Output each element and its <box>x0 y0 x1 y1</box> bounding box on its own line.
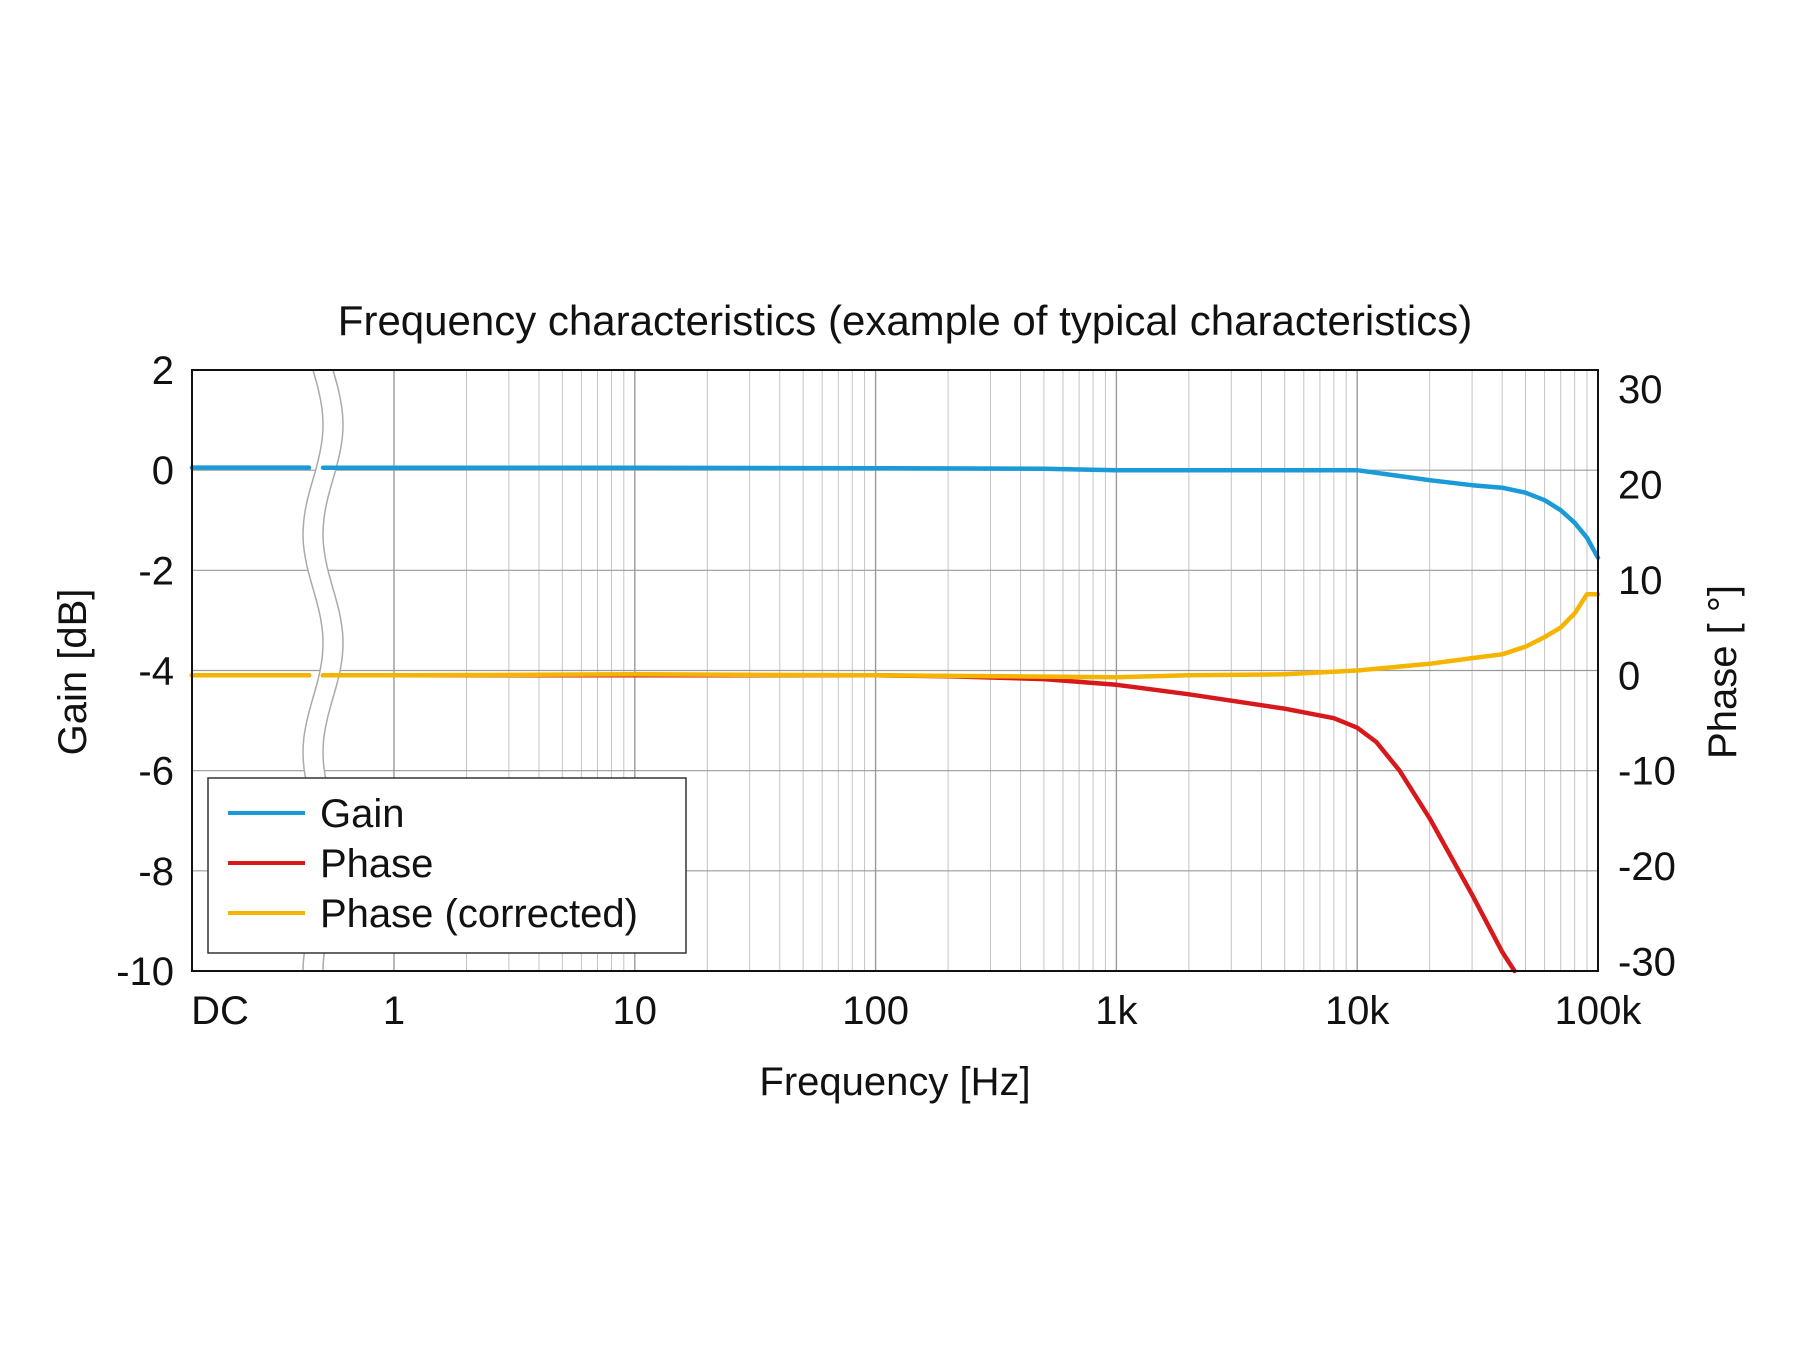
chart-title: Frequency characteristics (example of ty… <box>338 297 1472 344</box>
y-tick-label: -2 <box>138 549 174 593</box>
series-line-gain <box>320 465 1601 561</box>
y-tick-label: 0 <box>152 449 174 493</box>
x-tick-label: 100 <box>842 989 909 1033</box>
y-tick-label: 2 <box>152 349 174 393</box>
x-tick-label: 10k <box>1325 989 1390 1033</box>
y2-tick-label: 30 <box>1618 368 1663 412</box>
legend: Gain Phase Phase (corrected) <box>207 777 687 954</box>
y2-tick-label: -10 <box>1618 750 1676 794</box>
y2-tick-label: -30 <box>1618 940 1676 984</box>
legend-label-phase-corrected: Phase (corrected) <box>320 892 638 936</box>
series-lines <box>189 465 1601 974</box>
tick-labels: DC 1 10 100 1k 10k 100k20-2-4-6-8-103020100-10… <box>116 349 1676 1033</box>
plot-frame <box>191 369 1599 972</box>
x-tick-label: 100k <box>1555 989 1643 1033</box>
y-tick-label: -8 <box>138 850 174 894</box>
x-tick-label: 1k <box>1095 989 1138 1033</box>
legend-label-phase: Phase <box>320 842 433 886</box>
y-tick-label: -10 <box>116 950 174 994</box>
y2-axis-title: Phase [ °] <box>1701 585 1745 759</box>
x-axis-title: Frequency [Hz] <box>759 1060 1030 1104</box>
x-tick-label: 1 <box>383 989 405 1033</box>
y-axis-title: Gain [dB] <box>51 589 95 756</box>
y-tick-label: -4 <box>138 650 174 694</box>
y2-tick-label: 20 <box>1618 463 1663 507</box>
x-tick-label: 10 <box>613 989 658 1033</box>
y2-tick-label: -20 <box>1618 845 1676 889</box>
series-line-phase-corrected- <box>320 591 1601 680</box>
x-tick-label: DC <box>191 989 249 1033</box>
legend-label-gain: Gain <box>320 792 405 836</box>
legend-box <box>207 777 687 954</box>
y2-tick-label: 10 <box>1618 559 1663 603</box>
y2-tick-label: 0 <box>1618 654 1640 698</box>
y-tick-label: -6 <box>138 750 174 794</box>
